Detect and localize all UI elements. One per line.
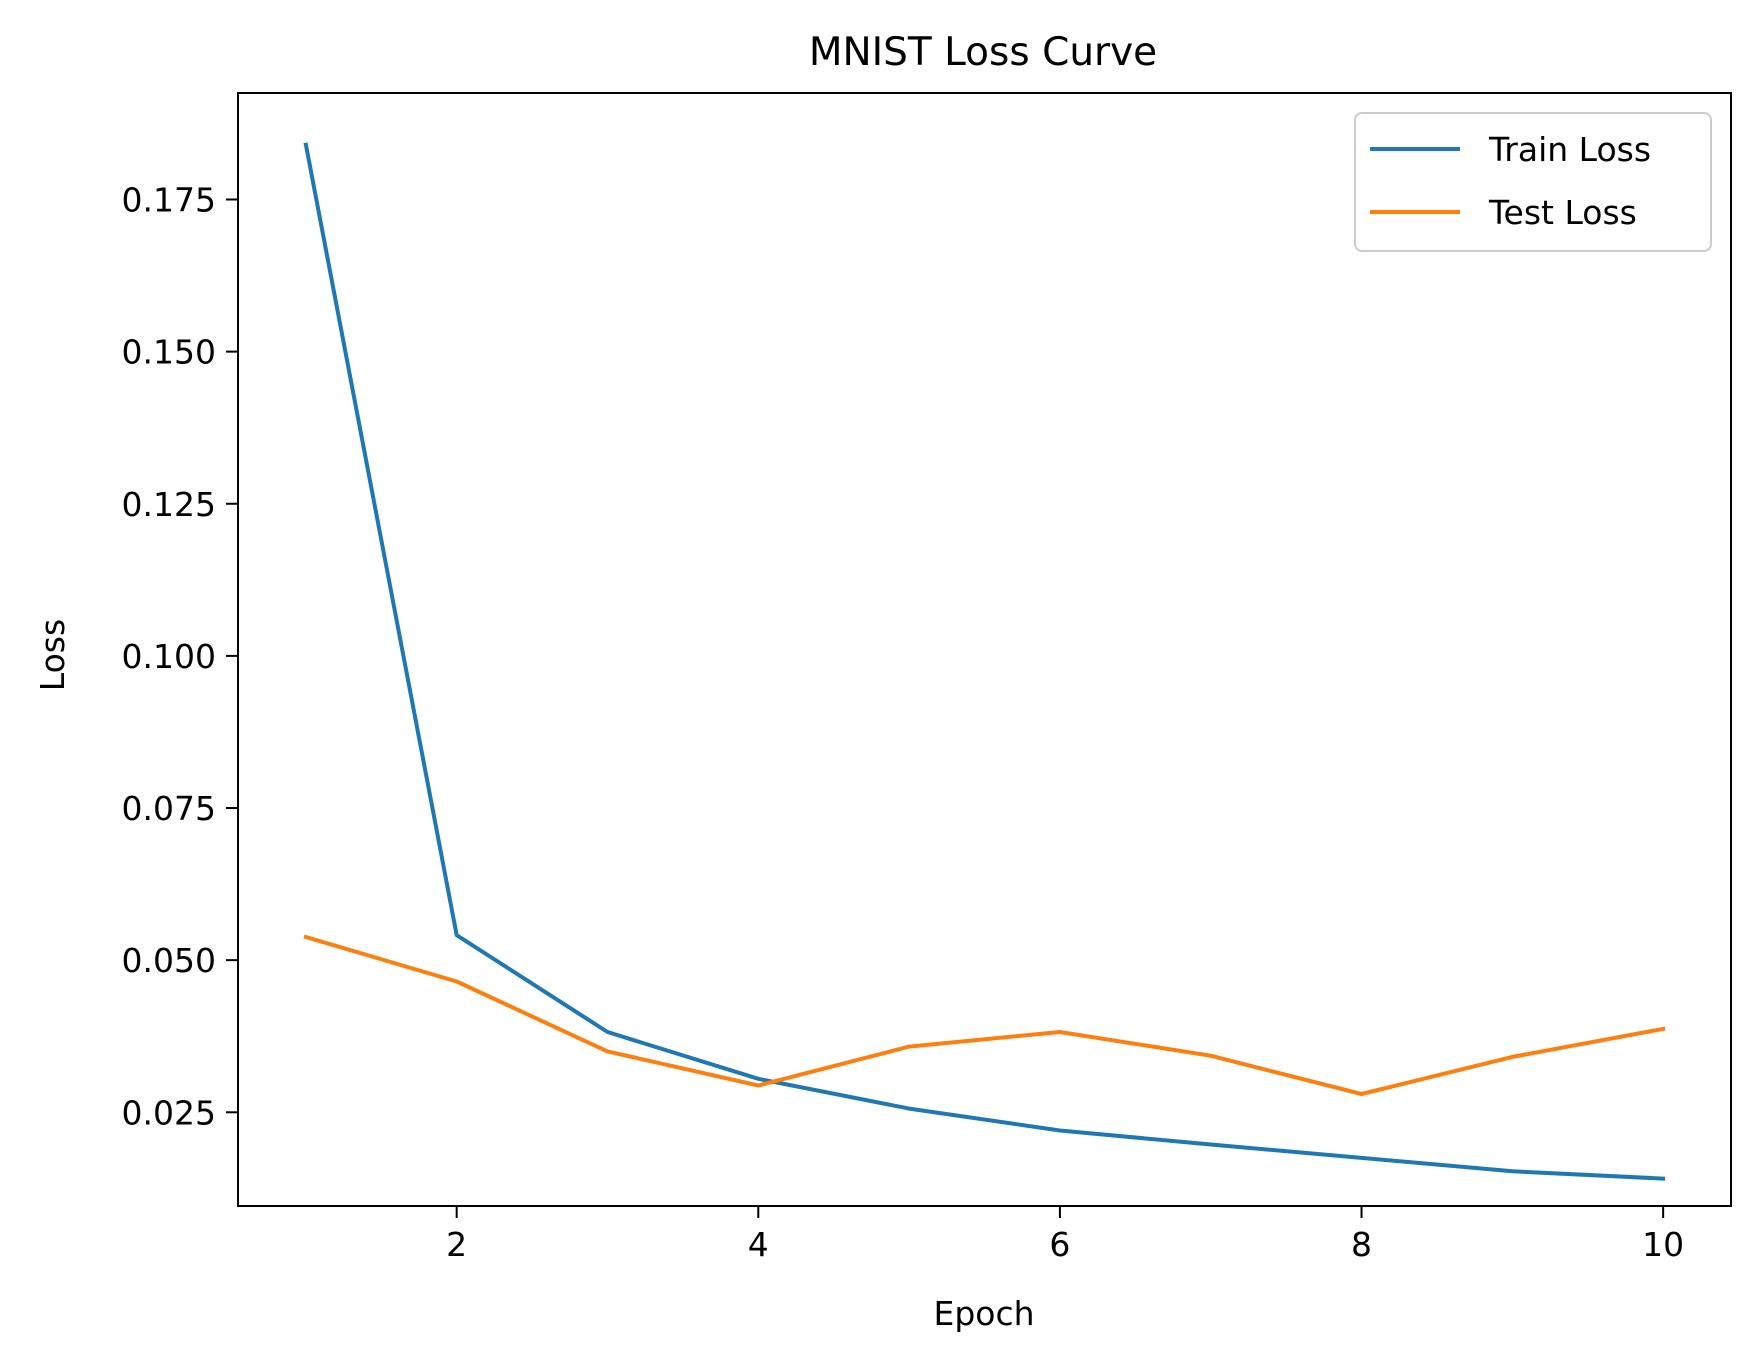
series-layer: [303, 142, 1666, 1181]
plot-area: [237, 92, 1732, 1207]
series-line-test-loss: [303, 934, 1666, 1096]
y-tick-label: 0.125: [122, 485, 216, 524]
x-axis-label: Epoch: [933, 1294, 1034, 1333]
chart-title: MNIST Loss Curve: [809, 30, 1157, 75]
y-tick-label: 0.050: [122, 941, 216, 980]
y-tick-label: 0.025: [122, 1093, 216, 1132]
series-line-train-loss: [303, 142, 1666, 1181]
y-tick-label: 0.075: [122, 789, 216, 828]
x-tick-label: 8: [1351, 1225, 1372, 1264]
y-axis-label: Loss: [33, 619, 72, 691]
legend: Train Loss Test Loss: [1354, 112, 1712, 252]
y-axis-ticks: 0.025 0.050 0.075 0.100 0.125 0.150 0.175: [122, 180, 238, 1132]
x-tick-label: 2: [446, 1225, 467, 1264]
y-tick-label: 0.150: [122, 333, 216, 372]
x-axis-ticks: 2 4 6 8 10: [446, 1206, 1684, 1264]
x-tick-label: 10: [1642, 1225, 1684, 1264]
x-tick-label: 4: [748, 1225, 769, 1264]
y-tick-label: 0.100: [122, 637, 216, 676]
legend-label-test-loss: Test Loss: [1488, 193, 1637, 232]
x-tick-label: 6: [1049, 1225, 1070, 1264]
y-tick-label: 0.175: [122, 180, 216, 219]
plot-frame: [237, 92, 1732, 1207]
legend-label-train-loss: Train Loss: [1488, 130, 1651, 169]
